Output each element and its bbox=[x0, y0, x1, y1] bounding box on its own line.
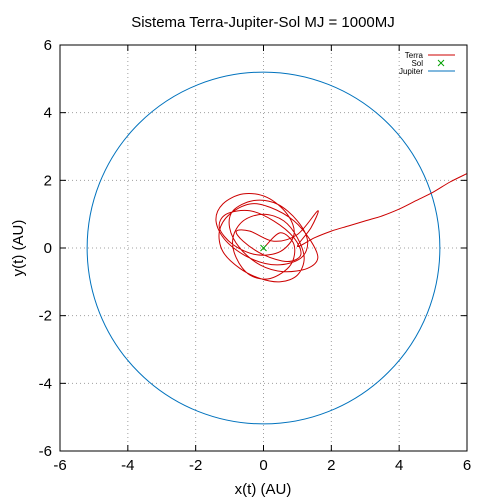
legend-terra-label: Terra bbox=[405, 51, 424, 60]
plot-series bbox=[86, 71, 467, 425]
y-tick-label: 0 bbox=[44, 240, 52, 257]
series-sol-point bbox=[260, 244, 267, 252]
x-tick-label: 2 bbox=[327, 457, 335, 474]
axis-ticks: -6 -4 -2 0 2 4 6 -6 -4 -2 0 2 4 6 bbox=[39, 37, 472, 474]
chart-title: Sistema Terra-Jupiter-Sol MJ = 1000MJ bbox=[131, 14, 395, 31]
x-tick-label: -4 bbox=[121, 457, 134, 474]
x-tick-label: 6 bbox=[463, 457, 471, 474]
y-axis-label: y(t) (AU) bbox=[10, 220, 27, 277]
x-tick-label: 0 bbox=[259, 457, 267, 474]
x-tick-label: -2 bbox=[189, 457, 202, 474]
series-jupiter-orbit bbox=[86, 71, 441, 425]
legend-jupiter-label: Jupiter bbox=[399, 67, 423, 76]
legend-sol-swatch bbox=[437, 59, 445, 67]
y-tick-label: -4 bbox=[39, 375, 52, 392]
legend: Terra Sol Jupiter bbox=[399, 51, 455, 76]
x-axis-label: x(t) (AU) bbox=[235, 481, 292, 498]
legend-sol-label: Sol bbox=[411, 59, 423, 68]
y-tick-label: 4 bbox=[44, 105, 52, 122]
y-tick-label: 2 bbox=[44, 172, 52, 189]
series-terra-trajectory bbox=[215, 173, 467, 283]
x-tick-label: 4 bbox=[395, 457, 403, 474]
x-tick-label: -6 bbox=[53, 457, 66, 474]
y-tick-label: -2 bbox=[39, 308, 52, 325]
y-tick-label: -6 bbox=[39, 443, 52, 460]
y-tick-label: 6 bbox=[44, 37, 52, 54]
